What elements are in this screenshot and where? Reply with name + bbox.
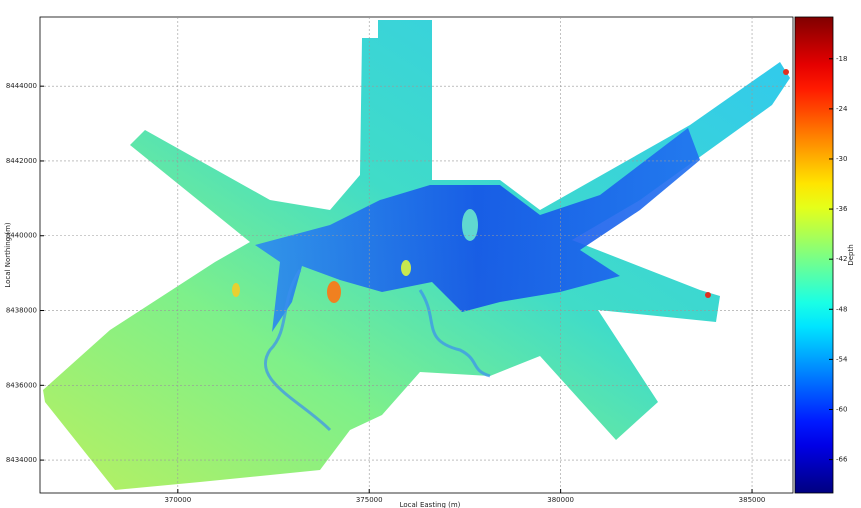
colorbar-tick-label: -30	[836, 155, 847, 163]
colorbar-tick-label: -48	[836, 305, 847, 313]
colorbar-tick-label: -66	[836, 456, 848, 464]
shoal	[401, 260, 411, 276]
shoal	[462, 209, 478, 241]
y-axis-label: Local Northing (m)	[4, 222, 12, 288]
colorbar-tick-label: -54	[836, 355, 848, 363]
y-tick-label: 8438000	[6, 307, 37, 315]
x-tick-label: 380000	[547, 496, 574, 504]
grid	[40, 17, 793, 493]
colorbar-tick-label: -18	[836, 55, 847, 63]
colorbar	[794, 16, 834, 494]
channel	[263, 269, 332, 432]
colorbar-tick-label: -42	[836, 255, 847, 263]
y-tick-label: 8440000	[6, 232, 37, 240]
x-tick-label: 385000	[739, 496, 766, 504]
y-tick-label: 8436000	[6, 381, 37, 389]
colorbar-tick-label: -60	[836, 405, 847, 413]
survey-area	[43, 20, 790, 490]
y-tick-label: 8444000	[6, 82, 37, 90]
shoal	[232, 283, 240, 297]
shoal	[783, 69, 789, 75]
colorbar-tick-label: -24	[836, 105, 848, 113]
shoal	[705, 292, 711, 298]
y-tick-label: 8434000	[6, 456, 37, 464]
x-axis-label: Local Easting (m)	[400, 501, 461, 508]
x-tick-label: 375000	[356, 496, 383, 504]
x-tick-label: 370000	[164, 496, 191, 504]
shoal	[327, 281, 341, 303]
y-tick-label: 8442000	[6, 157, 37, 165]
axes: 370000 375000 380000 385000 8434000 8436000 84…	[6, 82, 766, 504]
colorbar-tick-label: -36	[836, 205, 848, 213]
channel	[418, 289, 491, 378]
colorbar-label: Depth	[847, 244, 855, 265]
